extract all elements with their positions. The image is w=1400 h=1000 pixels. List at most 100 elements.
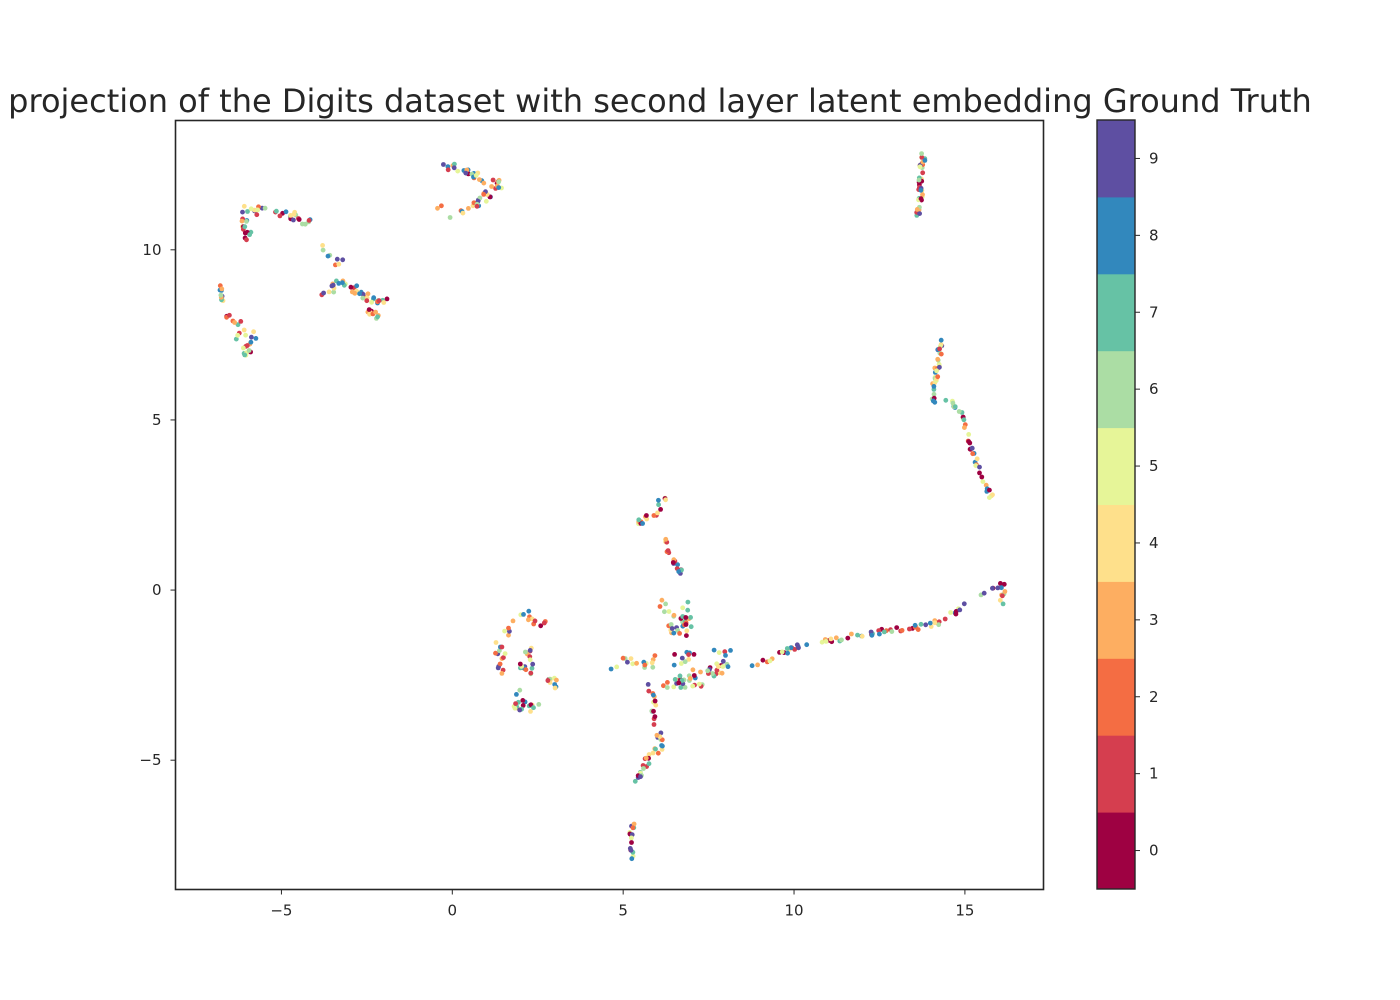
scatter-point (241, 345, 246, 351)
scatter-point (680, 605, 686, 611)
scatter-point (981, 590, 987, 596)
scatter-point (227, 312, 232, 318)
scatter-point (659, 597, 665, 603)
scatter-point (918, 196, 924, 202)
scatter-point (950, 400, 956, 406)
scatter-point (728, 648, 733, 653)
scatter-point (376, 298, 382, 304)
colorbar-segment (1097, 581, 1135, 659)
scatter-point (914, 207, 920, 212)
scatter-point (646, 688, 652, 694)
scatter-point (348, 284, 354, 290)
scatter-point (671, 662, 677, 668)
scatter-point (300, 221, 305, 227)
scatter-point (646, 752, 652, 757)
scatter-point (997, 597, 1003, 603)
scatter-point (650, 664, 656, 670)
scatter-point (241, 327, 247, 333)
scatter-point (657, 604, 663, 609)
colorbar-segment (1097, 812, 1135, 890)
scatter-point (246, 348, 252, 353)
scatter-point (654, 732, 660, 738)
scatter-point (936, 622, 942, 628)
scatter-point (235, 322, 241, 328)
scatter-point (919, 151, 924, 157)
scatter-point (474, 203, 480, 209)
scatter-point (920, 192, 925, 198)
scatter-point (481, 180, 487, 186)
scatter-point (218, 292, 224, 298)
scatter-point (653, 746, 658, 752)
scatter-point (672, 677, 678, 682)
scatter-point (650, 750, 656, 756)
scatter-point (541, 620, 547, 626)
scatter-point (517, 661, 523, 667)
scatter-point (466, 206, 471, 211)
scatter-point (320, 247, 326, 253)
scatter-point (859, 633, 865, 639)
scatter-point (502, 628, 507, 634)
scatter-point (688, 624, 694, 630)
scatter-point (710, 671, 715, 676)
scatter-point (334, 256, 340, 262)
scatter-point (855, 632, 860, 638)
scatter-point (683, 622, 689, 627)
scatter-point (934, 368, 939, 374)
scatter-point (365, 291, 371, 297)
scatter-point (638, 774, 643, 780)
scatter-point (973, 463, 979, 468)
scatter-point (849, 631, 854, 637)
scatter-point (966, 432, 972, 437)
scatter-point (527, 648, 533, 653)
scatter-point (477, 177, 482, 183)
scatter-point (969, 445, 975, 451)
scatter-point (653, 702, 659, 708)
scatter-point (676, 680, 682, 686)
scatter-point (655, 510, 660, 516)
scatter-point (253, 336, 259, 341)
scatter-point (235, 332, 241, 338)
scatter-point (452, 161, 457, 167)
colorbar-tick-label: 9 (1149, 149, 1159, 167)
scatter-point (326, 289, 332, 295)
scatter-point (652, 653, 658, 658)
scatter-point (796, 645, 801, 651)
scatter-point (935, 356, 941, 362)
colorbar: 0 1 2 3 4 5 6 7 8 9 (1096, 119, 1159, 890)
scatter-point (514, 692, 519, 697)
scatter-point (375, 314, 380, 320)
scatter-point (652, 698, 658, 704)
colorbar-tick-label: 3 (1149, 611, 1159, 629)
y-tick-label: 0 (152, 581, 162, 599)
scatter-point (248, 339, 254, 345)
scatter-point (690, 683, 696, 689)
scatter-point (644, 513, 649, 518)
scatter-point (912, 622, 918, 628)
scatter-point (956, 409, 962, 414)
scatter-point (352, 290, 357, 296)
scatter-point (513, 701, 518, 706)
scatter-point (966, 439, 972, 444)
scatter-point (371, 295, 377, 301)
scatter-point (526, 617, 531, 623)
scatter-point (671, 684, 677, 690)
scatter-point (554, 677, 559, 683)
scatter-point (254, 212, 260, 218)
scatter-point (1000, 601, 1006, 607)
scatter-point (373, 309, 378, 315)
scatter-point (242, 230, 248, 236)
scatter-point (274, 208, 279, 214)
scatter-point (677, 673, 683, 679)
y-tick-label: −5 (139, 751, 161, 769)
scatter-point (983, 482, 989, 488)
scatter-point (916, 177, 922, 183)
scatter-point (823, 639, 829, 644)
scatter-point (675, 562, 680, 568)
scatter-point (651, 708, 656, 714)
scatter-point (493, 640, 499, 645)
scatter-point (894, 625, 900, 630)
scatter-point (696, 681, 702, 687)
scatter-point (999, 585, 1004, 591)
scatter-point (935, 374, 941, 380)
